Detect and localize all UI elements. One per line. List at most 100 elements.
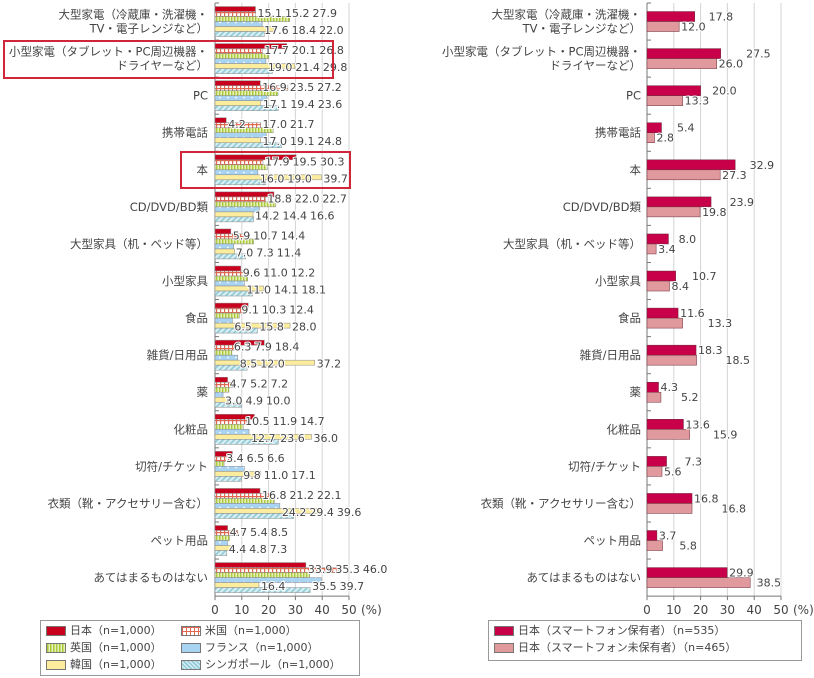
data-label: 10.7 (692, 270, 717, 283)
bar (214, 206, 260, 213)
category-label: 化粧品 (607, 422, 642, 436)
category-label: 大型家電（冷蔵庫・洗濯機・ (59, 8, 209, 22)
data-label: 14.7 (300, 415, 325, 428)
data-label: 15.2 (285, 7, 310, 20)
legend-swatch (46, 659, 66, 670)
data-label: 16.8 (694, 492, 719, 505)
bar (214, 540, 229, 546)
data-label: 5.6 (664, 465, 682, 478)
bar (214, 359, 315, 366)
data-label: 12.0 (260, 358, 285, 371)
x-tick-label: 30 (288, 603, 303, 617)
bar (214, 429, 250, 435)
data-label: 5.8 (679, 540, 697, 553)
data-label: 6.5 (234, 321, 252, 334)
bar (214, 137, 261, 143)
x-tick-label: 50 (773, 603, 788, 617)
data-label: 17.9 (265, 155, 290, 168)
legend-label: 韓国（n=1,000） (70, 658, 162, 671)
category-label: 小型家電（タブレット・PC周辺機器・ (9, 45, 208, 59)
x-tick-label: 10 (666, 603, 681, 617)
legend-item-non-owners: 日本（スマートフォン未保有者）（n=465） (494, 641, 736, 654)
category-label: 雑貨/日用品 (147, 348, 208, 362)
data-label: 6.5 (247, 452, 265, 465)
category-label: PC (626, 89, 641, 103)
data-label: 30.3 (320, 155, 345, 168)
category-label: TV・電子レンジなど） (522, 22, 641, 36)
bar (214, 386, 230, 393)
bar (214, 401, 243, 408)
data-label: 7.3 (270, 543, 288, 556)
bar (214, 391, 224, 398)
data-label: 11.4 (277, 246, 302, 259)
x-tick-label: 20 (693, 603, 708, 617)
data-label: 18.4 (275, 341, 300, 354)
data-label: 15.1 (257, 7, 282, 20)
data-label: 21.4 (295, 61, 320, 74)
bar (214, 503, 281, 509)
category-label: 小型家電（タブレット・PC周辺機器・ (442, 45, 641, 59)
bar (646, 354, 697, 366)
bar (214, 577, 322, 583)
data-label: 22.7 (322, 192, 347, 205)
data-label: 23.9 (730, 196, 755, 209)
left-bar-chart: 0 10 20 30 40 50 (%) 大型家電（冷蔵庫・洗濯機・TV・電子レンジなど） 15… (9, 2, 388, 617)
bar (646, 169, 721, 181)
bar (214, 31, 265, 37)
bar (214, 550, 228, 556)
data-label: 8.0 (679, 233, 697, 246)
bar (214, 364, 248, 371)
bar (646, 317, 683, 329)
legend-item-france: フランス（n=1,000） (181, 641, 318, 654)
data-label: 36.0 (313, 432, 338, 445)
data-label: 2.8 (657, 132, 675, 145)
bar (214, 179, 267, 186)
bar (214, 327, 258, 334)
legend-swatch (181, 642, 201, 653)
data-label: 23.6 (318, 98, 343, 111)
bar (214, 216, 254, 223)
data-label: 22.0 (295, 192, 320, 205)
category-label: あてはまるものはない (93, 571, 208, 585)
bar (214, 339, 265, 346)
category-label: 食品 (618, 311, 641, 325)
bar (214, 11, 256, 17)
data-label: 5.9 (233, 229, 251, 242)
bar (214, 513, 295, 519)
bar (646, 567, 728, 578)
data-label: 5.2 (681, 391, 699, 404)
data-label: 4.9 (246, 395, 263, 408)
data-label: 19.8 (702, 206, 727, 219)
data-label: 24.8 (318, 135, 343, 148)
x-tick-label: 10 (234, 603, 249, 617)
data-label: 20.0 (712, 85, 737, 98)
data-label: 11.6 (680, 307, 705, 320)
bar (214, 95, 268, 101)
bar (214, 312, 240, 319)
data-label: 23.5 (290, 81, 315, 94)
bar (646, 280, 670, 292)
data-label: 29.4 (309, 506, 334, 519)
bar (214, 466, 245, 472)
data-label: 17.6 (264, 24, 289, 37)
category-label: PC (193, 89, 208, 103)
bar (214, 191, 275, 198)
data-label: 17.0 (263, 135, 288, 148)
category-label: 本 (630, 163, 642, 177)
data-label: 46.0 (363, 563, 388, 576)
category-label: TV・電子レンジなど） (89, 22, 208, 36)
category-label: 薬 (197, 385, 209, 399)
bar (214, 461, 225, 467)
bar (214, 6, 256, 12)
bar (214, 317, 233, 324)
legend-label: フランス（n=1,000） (205, 641, 319, 654)
data-label: 16.6 (310, 209, 335, 222)
legend-label: 日本（スマートフォン未保有者）（n=465） (518, 641, 737, 654)
data-label: 6.6 (267, 452, 285, 465)
legend-swatch (46, 625, 66, 636)
bar (646, 95, 683, 106)
data-label: 18.5 (726, 354, 751, 367)
data-label: 9.8 (243, 469, 261, 482)
data-label: 10.0 (266, 395, 291, 408)
